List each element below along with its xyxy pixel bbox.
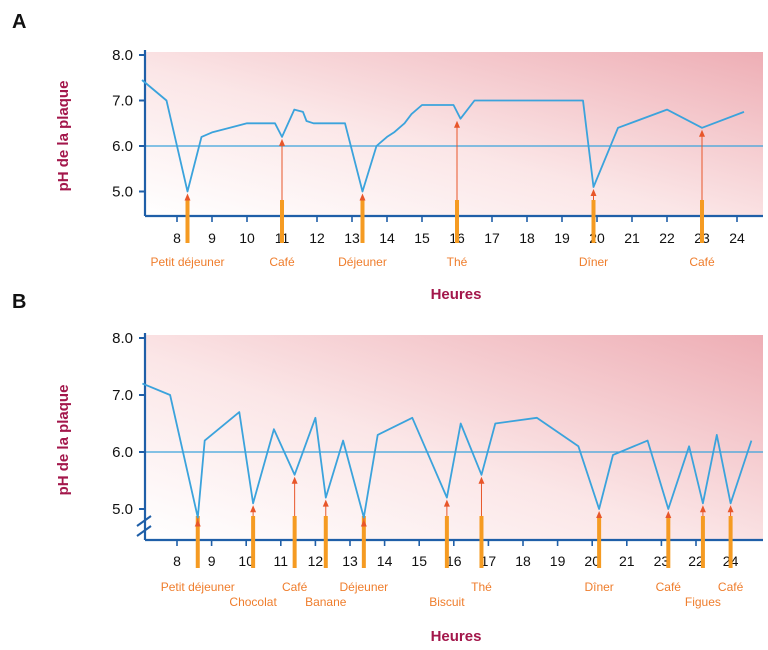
event-arrowhead xyxy=(443,499,450,507)
x-tick-label: 8 xyxy=(173,230,181,246)
plot-area-b: 8.0 7.0 6.0 5.0 8 9 10 11 12 13 14 15 16 17 18 19 20 21 23… xyxy=(112,330,763,609)
event-label: Dîner xyxy=(584,580,613,594)
x-tick-label: 10 xyxy=(238,553,254,569)
axis-break-mark xyxy=(136,515,152,527)
x-tick-label: 17 xyxy=(484,230,500,246)
x-tick-label: 17 xyxy=(481,553,497,569)
event-arrowhead xyxy=(194,519,201,527)
event-label: Petit déjeuner xyxy=(150,255,224,269)
event-arrowhead xyxy=(250,505,257,513)
event-label: Figues xyxy=(685,595,721,609)
x-tick-label: 13 xyxy=(342,553,358,569)
y-axis-label-b: pH de la plaque xyxy=(55,385,72,496)
x-tick-label: 12 xyxy=(309,230,325,246)
event-arrowhead xyxy=(359,193,366,201)
x-tick-label: 12 xyxy=(308,553,324,569)
x-tick-label: 19 xyxy=(554,230,570,246)
x-tick-label: 21 xyxy=(624,230,640,246)
event-label: Dîner xyxy=(579,255,608,269)
ph-series-line xyxy=(142,382,753,519)
x-tick-label: 9 xyxy=(208,553,216,569)
event-arrowhead xyxy=(665,511,672,518)
x-tick-label: 16 xyxy=(446,553,462,569)
x-tick-label: 22 xyxy=(659,230,675,246)
plot-background-a xyxy=(145,52,763,216)
event-label: Thé xyxy=(471,580,492,594)
x-tick-label: 15 xyxy=(414,230,430,246)
event-arrowhead xyxy=(727,505,734,513)
event-arrowhead xyxy=(454,120,460,128)
event-arrowhead xyxy=(322,499,329,507)
panel-letter-b: B xyxy=(12,291,26,313)
event-arrowhead xyxy=(184,193,191,201)
x-tick-label: 23 xyxy=(654,553,670,569)
x-axis-label-b: Heures xyxy=(431,628,482,645)
event-arrowhead xyxy=(478,476,485,484)
y-tick-label: 8.0 xyxy=(112,330,133,347)
event-label: Déjeuner xyxy=(338,255,387,269)
x-tick-label: 21 xyxy=(619,553,635,569)
y-tick-label: 7.0 xyxy=(112,387,133,404)
plot-background-b xyxy=(145,335,763,540)
x-axis-label-a: Heures xyxy=(431,286,482,303)
x-tick-label: 11 xyxy=(274,553,289,569)
x-tick-label: 19 xyxy=(550,553,566,569)
y-tick-label: 8.0 xyxy=(112,47,133,64)
event-label: Café xyxy=(656,580,682,594)
event-label: Café xyxy=(269,255,295,269)
x-tick-label: 22 xyxy=(688,553,704,569)
panel-a: A pH de la plaque Heures 8.0 7.0 6.0 5.0 8 9 1… xyxy=(12,11,763,303)
event-label: Thé xyxy=(447,255,468,269)
x-tick-label: 15 xyxy=(411,553,427,569)
event-arrowhead xyxy=(590,188,597,196)
panel-letter-a: A xyxy=(12,11,26,33)
event-label: Banane xyxy=(305,595,347,609)
event-arrowhead xyxy=(596,511,603,518)
x-tick-label: 10 xyxy=(239,230,255,246)
y-tick-label: 6.0 xyxy=(112,444,133,461)
x-tick-label: 20 xyxy=(584,553,600,569)
x-tick-label: 14 xyxy=(379,230,395,246)
event-label: Café xyxy=(718,580,744,594)
plot-area-a: 8.07.06.05.08910111213141516171819202122… xyxy=(112,47,763,269)
event-label: Chocolat xyxy=(229,595,277,609)
event-arrowhead xyxy=(291,476,298,484)
event-label: Café xyxy=(689,255,715,269)
event-arrowhead xyxy=(279,138,285,146)
x-tick-label: 24 xyxy=(729,230,745,246)
x-tick-label: 13 xyxy=(344,230,360,246)
event-arrowhead xyxy=(699,505,706,513)
x-tick-label: 18 xyxy=(519,230,535,246)
x-tick-label: 18 xyxy=(515,553,531,569)
event-arrowhead xyxy=(360,519,367,527)
event-label: Petit déjeuner xyxy=(161,580,235,594)
x-tick-label: 8 xyxy=(173,553,181,569)
y-tick-label: 7.0 xyxy=(112,93,133,110)
event-arrowhead xyxy=(699,129,705,137)
axis-break-mark xyxy=(136,525,152,537)
event-label: Déjeuner xyxy=(339,580,388,594)
x-tick-label: 14 xyxy=(377,553,393,569)
y-tick-label: 6.0 xyxy=(112,138,133,155)
y-tick-label: 5.0 xyxy=(112,184,133,201)
x-tick-label: 9 xyxy=(208,230,216,246)
ph-series-line xyxy=(141,79,745,193)
panel-b: B pH de la plaque Heures 8.0 7.0 6.0 5.0 8 9 1… xyxy=(12,291,763,645)
y-tick-label: 5.0 xyxy=(112,501,133,518)
event-label: Biscuit xyxy=(429,595,465,609)
y-axis-label-a: pH de la plaque xyxy=(55,81,72,192)
event-label: Café xyxy=(282,580,308,594)
